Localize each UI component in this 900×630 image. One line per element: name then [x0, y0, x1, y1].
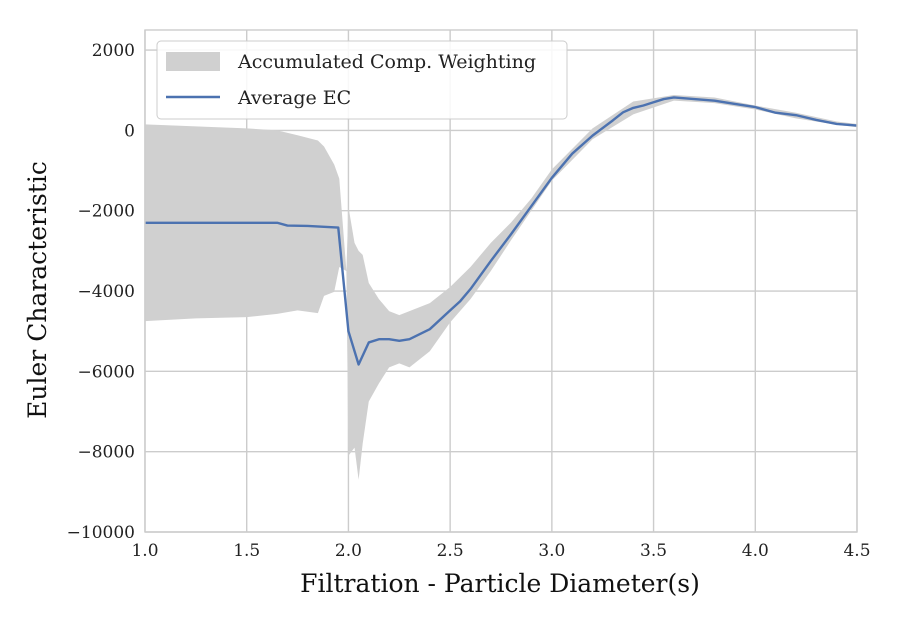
- x-tick-label: 2.5: [437, 541, 464, 561]
- x-axis-label: Filtration - Particle Diameter(s): [300, 569, 700, 598]
- x-tick-label: 4.0: [742, 541, 769, 561]
- x-tick-label: 1.0: [131, 541, 158, 561]
- line-layer: [145, 96, 858, 366]
- y-tick-label: 0: [124, 121, 135, 141]
- x-tick-label: 4.5: [843, 541, 870, 561]
- y-axis-label: Euler Characteristic: [23, 161, 52, 419]
- x-axis-ticks: 1.0 1.5 2.0 2.5 3.0 3.5 4.0 4.5: [131, 541, 870, 561]
- x-tick-label: 2.0: [335, 541, 362, 561]
- legend-line-label: Average EC: [237, 87, 351, 109]
- y-tick-label: −4000: [77, 282, 135, 302]
- y-tick-label: −8000: [77, 443, 135, 463]
- y-tick-label: −2000: [77, 202, 135, 222]
- y-tick-label: 2000: [92, 41, 135, 61]
- x-tick-label: 1.5: [233, 541, 260, 561]
- x-tick-label: 3.0: [538, 541, 565, 561]
- y-tick-label: −10000: [67, 523, 135, 543]
- legend-band-swatch: [166, 52, 220, 71]
- legend: Accumulated Comp. Weighting Average EC: [156, 40, 568, 120]
- accumulated-weighting-band: [145, 95, 857, 480]
- band-layer: [145, 95, 857, 480]
- legend-box: [156, 40, 568, 120]
- x-tick-label: 3.5: [640, 541, 667, 561]
- y-axis-ticks: −10000 −8000 −6000 −4000 −2000 0 2000: [67, 41, 135, 543]
- plot-frame: [144, 29, 858, 533]
- average-ec-line: [145, 96, 858, 366]
- y-tick-label: −6000: [77, 362, 135, 382]
- legend-band-label: Accumulated Comp. Weighting: [237, 51, 536, 73]
